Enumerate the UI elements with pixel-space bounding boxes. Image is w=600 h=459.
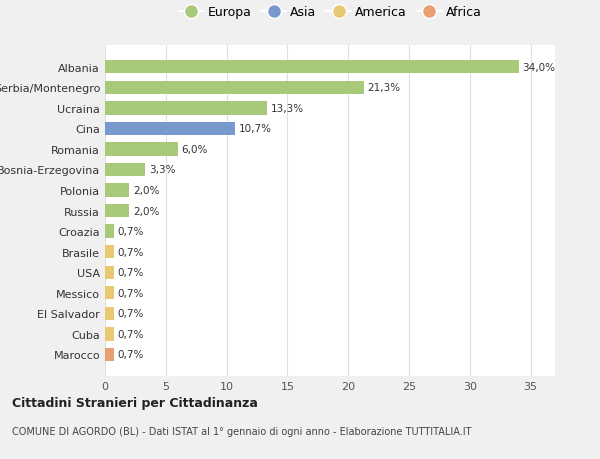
Text: 0,7%: 0,7%: [117, 329, 143, 339]
Text: 2,0%: 2,0%: [133, 206, 160, 216]
Text: COMUNE DI AGORDO (BL) - Dati ISTAT al 1° gennaio di ogni anno - Elaborazione TUT: COMUNE DI AGORDO (BL) - Dati ISTAT al 1°…: [12, 426, 472, 436]
Text: 3,3%: 3,3%: [149, 165, 175, 175]
Bar: [105, 266, 113, 280]
Bar: [105, 328, 113, 341]
Bar: [105, 246, 113, 259]
Bar: [105, 123, 235, 136]
Legend: Europa, Asia, America, Africa: Europa, Asia, America, Africa: [179, 6, 481, 19]
Bar: [105, 307, 113, 320]
Text: 0,7%: 0,7%: [117, 247, 143, 257]
Text: 2,0%: 2,0%: [133, 185, 160, 196]
Text: 6,0%: 6,0%: [182, 145, 208, 155]
Bar: [105, 163, 145, 177]
Bar: [105, 184, 130, 197]
Text: 13,3%: 13,3%: [271, 104, 304, 113]
Bar: [105, 102, 267, 115]
Text: 21,3%: 21,3%: [368, 83, 401, 93]
Bar: [105, 204, 130, 218]
Text: 0,7%: 0,7%: [117, 350, 143, 360]
Bar: [105, 225, 113, 238]
Bar: [105, 286, 113, 300]
Bar: [105, 143, 178, 156]
Text: 0,7%: 0,7%: [117, 309, 143, 319]
Bar: [105, 61, 518, 74]
Text: 34,0%: 34,0%: [522, 62, 555, 73]
Text: 10,7%: 10,7%: [239, 124, 272, 134]
Text: Cittadini Stranieri per Cittadinanza: Cittadini Stranieri per Cittadinanza: [12, 396, 258, 409]
Text: 0,7%: 0,7%: [117, 227, 143, 237]
Text: 0,7%: 0,7%: [117, 268, 143, 278]
Bar: [105, 348, 113, 361]
Text: 0,7%: 0,7%: [117, 288, 143, 298]
Bar: [105, 81, 364, 95]
